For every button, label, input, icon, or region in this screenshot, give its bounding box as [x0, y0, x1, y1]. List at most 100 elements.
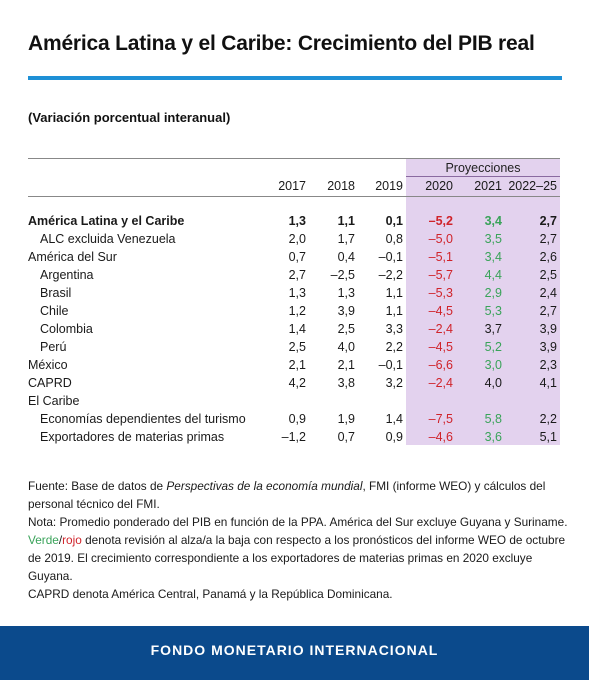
cell-2022–25: 3,9 [539, 322, 557, 336]
footer-label: FONDO MONETARIO INTERNACIONAL [150, 642, 439, 658]
header-rule [28, 196, 560, 197]
cell-2022–25: 2,4 [539, 286, 557, 300]
cell-2018: 4,0 [337, 340, 355, 354]
cell-2019: 3,3 [385, 322, 403, 336]
cell-2018: 1,9 [337, 412, 355, 426]
table-top-rule [28, 158, 560, 159]
title-rule [28, 76, 562, 80]
cell-2018: 3,8 [337, 376, 355, 390]
table-subtitle: (Variación porcentual interanual) [28, 110, 231, 125]
cell-2019: 1,4 [385, 412, 403, 426]
cell-2021: 4,0 [484, 376, 502, 390]
row-label: Brasil [40, 286, 72, 300]
cell-2018: 0,7 [337, 430, 355, 444]
cell-2022–25: 2,6 [539, 250, 557, 264]
row-label: Economías dependientes del turismo [40, 412, 246, 426]
cell-2022–25: 5,1 [539, 430, 557, 444]
cell-2017: 2,0 [288, 232, 306, 246]
table-row: Perú 2,5 4,0 2,2 –4,5 5,2 3,9 [0, 340, 589, 358]
projections-shading [406, 159, 560, 445]
footer-bar: FONDO MONETARIO INTERNACIONAL [0, 626, 589, 680]
row-label: México [28, 358, 68, 372]
cell-2017: 0,9 [288, 412, 306, 426]
cell-2017: 4,2 [288, 376, 306, 390]
cell-2017: 1,3 [288, 286, 306, 300]
cell-2020: –4,6 [428, 430, 453, 444]
table-row: Chile 1,2 3,9 1,1 –4,5 5,3 2,7 [0, 304, 589, 322]
row-label: CAPRD [28, 376, 72, 390]
year-header-2019: 2019 [375, 179, 403, 193]
cell-2020: –7,5 [428, 412, 453, 426]
cell-2021: 5,2 [484, 340, 502, 354]
cell-2020: –5,3 [428, 286, 453, 300]
cell-2019: 0,1 [385, 214, 403, 228]
cell-2019: 1,1 [385, 286, 403, 300]
cell-2020: –5,0 [428, 232, 453, 246]
table-row: CAPRD 4,2 3,8 3,2 –2,4 4,0 4,1 [0, 376, 589, 394]
cell-2017: 0,7 [288, 250, 306, 264]
cell-2021: 3,6 [484, 430, 502, 444]
year-header-2020: 2020 [425, 179, 453, 193]
row-label: Chile [40, 304, 69, 318]
cell-2022–25: 2,5 [539, 268, 557, 282]
projections-header: Proyecciones [445, 161, 521, 175]
table-row: El Caribe [0, 394, 589, 412]
cell-2019: 2,2 [385, 340, 403, 354]
cell-2019: –0,1 [378, 358, 403, 372]
year-header-2018: 2018 [327, 179, 355, 193]
cell-2021: 3,0 [484, 358, 502, 372]
table-row: México 2,1 2,1 –0,1 –6,6 3,0 2,3 [0, 358, 589, 376]
source-note: Fuente: Base de datos de Perspectivas de… [28, 479, 546, 511]
row-label: América del Sur [28, 250, 117, 264]
cell-2020: –4,5 [428, 340, 453, 354]
cell-2020: –5,1 [428, 250, 453, 264]
cell-2020: –5,7 [428, 268, 453, 282]
color-note: Verde/rojo denota revisión al alza/a la … [28, 533, 566, 583]
cell-2018: 2,1 [337, 358, 355, 372]
row-label: América Latina y el Caribe [28, 214, 185, 228]
table-row: Brasil 1,3 1,3 1,1 –5,3 2,9 2,4 [0, 286, 589, 304]
cell-2019: 0,9 [385, 430, 403, 444]
row-label: Argentina [40, 268, 94, 282]
cell-2022–25: 2,7 [539, 214, 557, 228]
cell-2022–25: 2,2 [539, 412, 557, 426]
cell-2017: 2,1 [288, 358, 306, 372]
cell-2021: 3,4 [484, 250, 502, 264]
cell-2018: 2,5 [337, 322, 355, 336]
notes-block: Fuente: Base de datos de Perspectivas de… [28, 477, 568, 603]
cell-2018: 1,7 [337, 232, 355, 246]
cell-2021: 3,4 [484, 214, 502, 228]
table-row: América Latina y el Caribe 1,3 1,1 0,1 –5,2 3… [0, 214, 589, 232]
page-title: América Latina y el Caribe: Crecimiento … [28, 32, 535, 55]
cell-2018: 1,3 [337, 286, 355, 300]
row-label: El Caribe [28, 394, 80, 408]
row-label: ALC excluida Venezuela [40, 232, 176, 246]
cell-2020: –4,5 [428, 304, 453, 318]
table-row: Economías dependientes del turismo 0,9 1,9… [0, 412, 589, 430]
cell-2018: 3,9 [337, 304, 355, 318]
cell-2019: –2,2 [378, 268, 403, 282]
cell-2020: –2,4 [428, 322, 453, 336]
cell-2017: 2,5 [288, 340, 306, 354]
cell-2022–25: 2,7 [539, 232, 557, 246]
cell-2020: –2,4 [428, 376, 453, 390]
cell-2017: 1,2 [288, 304, 306, 318]
table-row: Argentina 2,7 –2,5 –2,2 –5,7 4,4 2,5 [0, 268, 589, 286]
cell-2017: 1,3 [288, 214, 306, 228]
cell-2021: 5,3 [484, 304, 502, 318]
table-row: Exportadores de materias primas –1,2 0,7 0,… [0, 430, 589, 448]
cell-2019: 0,8 [385, 232, 403, 246]
cell-2020: –5,2 [428, 214, 453, 228]
year-header-2021: 2021 [474, 179, 502, 193]
projections-rule [406, 176, 560, 177]
cell-2019: 1,1 [385, 304, 403, 318]
cell-2017: 2,7 [288, 268, 306, 282]
cell-2018: 0,4 [337, 250, 355, 264]
cell-2021: 5,8 [484, 412, 502, 426]
cell-2021: 4,4 [484, 268, 502, 282]
cell-2020: –6,6 [428, 358, 453, 372]
table-row: Colombia 1,4 2,5 3,3 –2,4 3,7 3,9 [0, 322, 589, 340]
cell-2022–25: 4,1 [539, 376, 557, 390]
cell-2019: 3,2 [385, 376, 403, 390]
row-label: Perú [40, 340, 67, 354]
